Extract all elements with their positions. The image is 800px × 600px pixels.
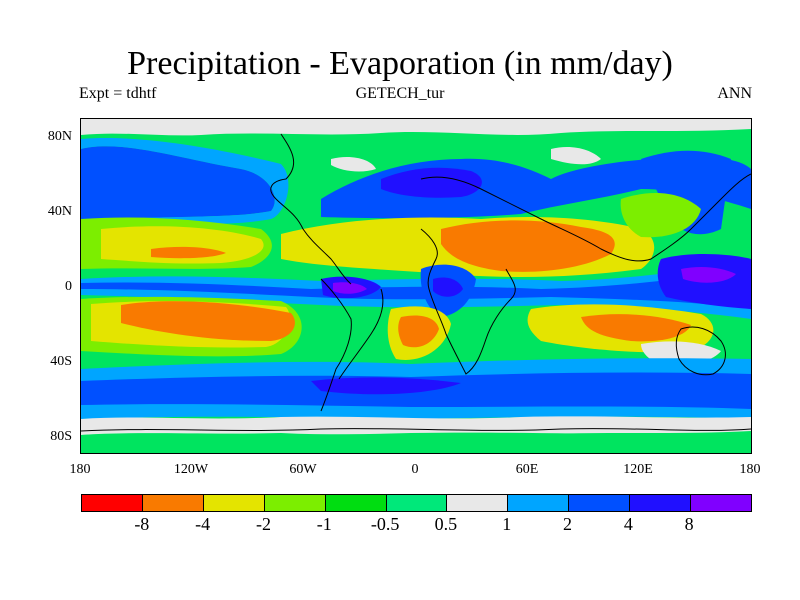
north-america-coast — [270, 133, 352, 285]
antarctic-white-patches — [81, 416, 751, 435]
n-pacific-orange — [151, 246, 226, 259]
colorbar-label: -4 — [195, 514, 211, 534]
colorbar-label: -0.5 — [370, 514, 400, 534]
colorbar-box — [325, 495, 387, 511]
antarctica-coast — [81, 428, 751, 432]
precipitation-map — [80, 118, 752, 454]
x-label-0: 0 — [411, 462, 419, 477]
x-label-120e: 120E — [623, 462, 653, 477]
x-label-60w: 60W — [289, 462, 317, 477]
season-label: ANN — [717, 85, 752, 102]
colorbar-box — [569, 495, 631, 511]
colorbar — [81, 494, 752, 512]
colorbar-box — [142, 495, 204, 511]
australia-coast — [675, 326, 726, 376]
white-patch-2 — [331, 157, 376, 172]
y-label-40n: 40N — [47, 204, 72, 219]
coastlines — [81, 133, 751, 432]
colorbar-label: 1 — [502, 514, 512, 534]
colorbar-label: 8 — [684, 514, 694, 534]
colorbar-label: 2 — [563, 514, 573, 534]
x-label-60e: 60E — [515, 462, 539, 477]
asia-blue-region — [641, 150, 731, 235]
africa-congo-dark — [433, 277, 463, 297]
southern-ocean-dark-blue — [311, 377, 461, 395]
s-atlantic-orange — [398, 315, 439, 348]
antarctic-green — [81, 432, 751, 453]
x-label-180e: 180 — [739, 462, 761, 477]
colorbar-label: -1 — [316, 514, 332, 534]
arctic-white-patches — [81, 119, 751, 136]
y-label-0: 0 — [65, 279, 72, 294]
colorbar-box — [264, 495, 326, 511]
n-pacific-light-blue — [81, 138, 289, 229]
white-patch-1 — [551, 147, 601, 165]
colorbar-box — [447, 495, 509, 511]
africa-coast — [420, 228, 516, 375]
x-label-180w: 180 — [69, 462, 91, 477]
x-label-120w: 120W — [173, 462, 209, 477]
eurasia-coast — [420, 173, 751, 262]
w-pacific-yellow — [620, 193, 701, 238]
chart-title: Precipitation - Evaporation (in mm/day) — [127, 45, 673, 82]
itcz-blue — [81, 269, 751, 309]
experiment-label: Expt = tdhtf — [79, 85, 157, 102]
colorbar-box — [82, 495, 143, 511]
amazon-purple — [333, 282, 367, 294]
south-america-coast — [320, 278, 384, 412]
n-pacific-yellow-core — [101, 226, 264, 264]
maritime-continent-purple — [681, 266, 736, 283]
y-label-80s: 80S — [50, 429, 72, 444]
y-label-40s: 40S — [50, 354, 72, 369]
colorbar-box — [508, 495, 570, 511]
colorbar-box — [691, 495, 751, 511]
n-atlantic-dark-blue — [381, 167, 482, 198]
y-label-80n: 80N — [47, 129, 72, 144]
s-pacific-orange — [121, 301, 295, 341]
map-svg — [81, 119, 751, 453]
colorbar-box — [630, 495, 692, 511]
colorbar-label: 0.5 — [434, 514, 458, 534]
s-indian-orange — [581, 314, 691, 342]
colorbar-box — [386, 495, 448, 511]
n-pacific-blue-band — [81, 146, 275, 221]
colorbar-label: -2 — [255, 514, 271, 534]
colorbar-label: 4 — [623, 514, 633, 534]
colorbar-box — [203, 495, 265, 511]
colorbar-label: -8 — [134, 514, 150, 534]
dataset-label: GETECH_tur — [355, 85, 445, 102]
